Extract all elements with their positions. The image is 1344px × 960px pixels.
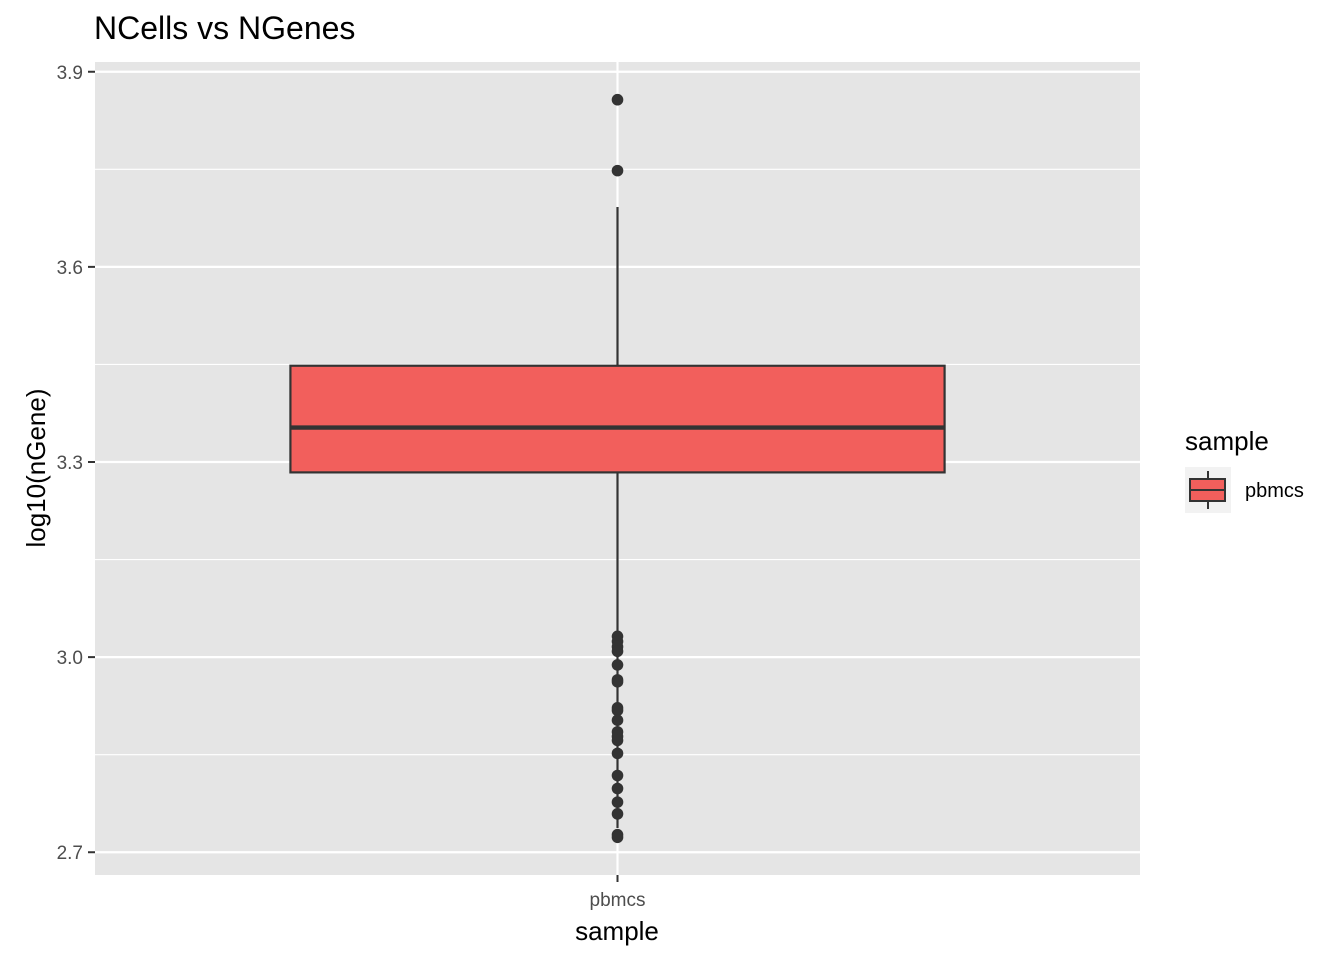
- chart-title: NCells vs NGenes: [94, 10, 355, 46]
- outlier-point: [611, 704, 624, 717]
- y-tick-label: 3.6: [57, 258, 83, 279]
- outlier-point: [611, 782, 624, 795]
- y-tick-label: 3.3: [57, 453, 83, 474]
- y-axis: 2.7 3.0 3.3 3.6 3.9: [57, 63, 95, 864]
- box-iqr: [289, 364, 946, 474]
- x-axis: pbmcs: [590, 875, 646, 911]
- outlier-point: [611, 676, 624, 688]
- x-tick-label: pbmcs: [590, 890, 646, 911]
- y-tick-label: 3.9: [57, 63, 83, 84]
- box-series: [289, 93, 946, 844]
- outlier-point: [611, 659, 624, 671]
- legend-title: sample: [1185, 426, 1269, 456]
- legend-label: pbmcs: [1245, 480, 1304, 502]
- y-tick-label: 3.0: [57, 648, 83, 669]
- outlier-point: [611, 808, 624, 820]
- legend-entries: pbmcs: [1185, 467, 1304, 513]
- outlier-point: [611, 714, 624, 727]
- outlier-point: [611, 831, 624, 844]
- outlier-point: [611, 734, 624, 747]
- outlier-point: [611, 645, 624, 658]
- outlier-point: [611, 93, 624, 106]
- outlier-point: [611, 769, 624, 782]
- x-axis-title: sample: [575, 916, 659, 946]
- legend: sample pbmcs: [1185, 426, 1304, 513]
- box-group: [289, 93, 946, 844]
- outlier-point: [611, 164, 624, 177]
- outlier-point: [611, 747, 624, 760]
- y-axis-title: log10(nGene): [21, 389, 51, 548]
- y-tick-label: 2.7: [57, 843, 83, 864]
- outlier-point: [611, 796, 624, 808]
